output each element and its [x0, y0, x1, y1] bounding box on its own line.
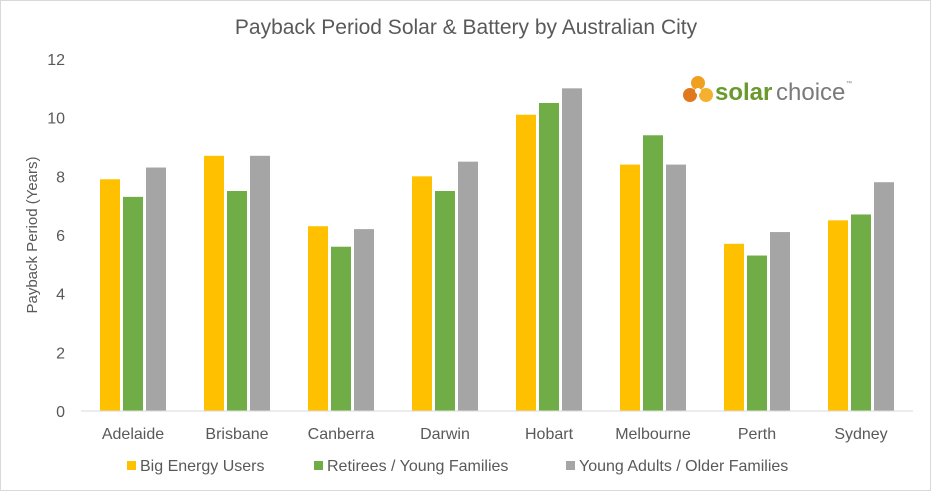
legend-label-1: Big Energy Users: [140, 458, 265, 475]
bar-brisbane-series-2: [227, 191, 247, 411]
legend: Big Energy Users Retirees / Young Familie…: [127, 458, 788, 475]
bar-perth-series-3: [770, 232, 790, 411]
category-label-adelaide: Adelaide: [102, 426, 164, 443]
solar-choice-flower-icon: [683, 76, 713, 102]
solar-choice-logo: solar choice ™: [683, 76, 852, 106]
bar-hobart-series-3: [562, 88, 582, 411]
y-tick-label: 2: [56, 345, 65, 362]
logo-word-choice: choice: [776, 79, 845, 106]
bar-sydney-series-1: [828, 220, 848, 411]
legend-swatch-1: [127, 461, 136, 470]
y-tick-label: 4: [56, 287, 65, 304]
legend-label-2: Retirees / Young Families: [327, 458, 508, 475]
category-label-sydney: Sydney: [834, 426, 887, 443]
legend-swatch-2: [314, 461, 323, 470]
legend-swatch-3: [566, 461, 575, 470]
bar-darwin-series-3: [458, 161, 478, 411]
y-axis-label: Payback Period (Years): [24, 156, 41, 313]
bar-darwin-series-1: [412, 176, 432, 411]
bar-perth-series-1: [724, 243, 744, 411]
bar-hobart-series-1: [516, 114, 536, 411]
bar-brisbane-series-1: [204, 155, 224, 411]
bar-brisbane-series-3: [250, 155, 270, 411]
bar-melbourne-series-1: [620, 164, 640, 411]
bar-canberra-series-2: [331, 246, 351, 411]
bar-hobart-series-2: [539, 103, 559, 411]
y-tick-label: 8: [56, 169, 65, 186]
category-label-hobart: Hobart: [525, 426, 574, 443]
bar-canberra-series-1: [308, 226, 328, 411]
logo-trademark: ™: [846, 80, 852, 87]
chart-title: Payback Period Solar & Battery by Austra…: [235, 16, 698, 39]
category-label-brisbane: Brisbane: [205, 426, 268, 443]
y-tick-label: 6: [56, 228, 65, 245]
bar-adelaide-series-2: [123, 196, 143, 411]
bar-adelaide-series-1: [100, 179, 120, 411]
bar-perth-series-2: [747, 255, 767, 411]
category-label-melbourne: Melbourne: [615, 426, 691, 443]
category-label-canberra: Canberra: [308, 426, 375, 443]
bar-melbourne-series-2: [643, 135, 663, 411]
bar-melbourne-series-3: [666, 164, 686, 411]
y-axis-ticks: 0 2 4 6 8 10 12: [47, 52, 65, 421]
bar-adelaide-series-3: [146, 167, 166, 411]
bar-sydney-series-2: [851, 214, 871, 411]
bars-group: [100, 88, 894, 411]
category-labels: Adelaide Brisbane Canberra Darwin Hobart Melb…: [102, 426, 888, 443]
category-label-perth: Perth: [738, 426, 776, 443]
bar-sydney-series-3: [874, 182, 894, 411]
y-tick-label: 12: [47, 52, 65, 69]
bar-canberra-series-3: [354, 229, 374, 411]
bar-darwin-series-2: [435, 191, 455, 411]
category-label-darwin: Darwin: [420, 426, 470, 443]
y-tick-label: 0: [56, 404, 65, 421]
logo-word-solar: solar: [715, 79, 772, 106]
legend-label-3: Young Adults / Older Families: [579, 458, 788, 475]
y-tick-label: 10: [47, 111, 65, 128]
